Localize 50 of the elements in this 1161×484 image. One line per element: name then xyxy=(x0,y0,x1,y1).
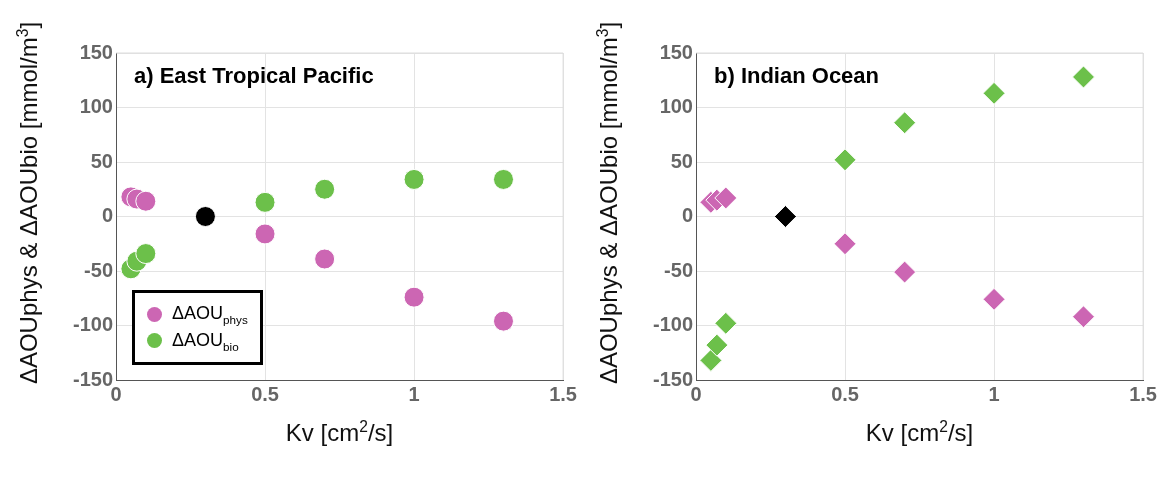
x-tick-label: 1.5 xyxy=(1129,382,1157,405)
point xyxy=(135,190,157,212)
point xyxy=(714,311,738,335)
y-tick-label: -150 xyxy=(652,367,693,390)
point xyxy=(833,148,857,172)
point xyxy=(982,81,1006,105)
legend-label: ΔAOU$_{phys}$ xyxy=(172,303,248,326)
point xyxy=(699,348,723,372)
y-tick-label: 50 xyxy=(90,149,113,172)
x-tick-label: 1.5 xyxy=(549,382,577,405)
point xyxy=(893,260,917,284)
y-tick-label: 150 xyxy=(659,40,693,63)
point xyxy=(1071,65,1095,89)
point xyxy=(135,243,157,265)
text: a) East Tropical Pacific xyxy=(134,63,374,89)
y-tick-label: -100 xyxy=(652,313,693,336)
point xyxy=(982,287,1006,311)
point xyxy=(705,333,729,357)
x-axis-title: Kv [cm$^{2}$/s] xyxy=(285,418,394,447)
y-tick-label: 100 xyxy=(659,95,693,118)
x-tick-label: 1 xyxy=(988,382,1000,405)
point xyxy=(773,205,797,228)
y-tick-label: -150 xyxy=(72,367,113,390)
point xyxy=(714,186,738,210)
x-axis-title: Kv [cm$^{2}$/s] xyxy=(865,418,974,447)
point xyxy=(254,223,276,245)
legend-label: ΔAOU$_{bio}$ xyxy=(172,329,239,353)
point xyxy=(314,178,336,200)
text: b) Indian Ocean xyxy=(714,63,880,89)
y-tick-label: 100 xyxy=(79,95,113,118)
y-tick-label: -50 xyxy=(84,258,113,281)
y-tick-label: 0 xyxy=(681,204,693,227)
point xyxy=(1071,305,1095,329)
x-tick-label: 1 xyxy=(408,382,420,405)
y-tick-label: 150 xyxy=(79,40,113,63)
point xyxy=(492,310,514,332)
point xyxy=(403,168,425,190)
point xyxy=(254,191,276,213)
y-tick-label: -50 xyxy=(664,258,693,281)
point xyxy=(893,111,917,135)
x-tick-label: 0.5 xyxy=(831,382,859,405)
point xyxy=(314,248,336,270)
point xyxy=(194,206,216,227)
y-tick-label: 50 xyxy=(670,149,693,172)
point xyxy=(833,232,857,256)
point xyxy=(403,286,425,308)
y-tick-label: 0 xyxy=(101,204,113,227)
y-tick-label: -100 xyxy=(72,313,113,336)
point xyxy=(492,168,514,190)
x-tick-label: 0.5 xyxy=(251,382,279,405)
